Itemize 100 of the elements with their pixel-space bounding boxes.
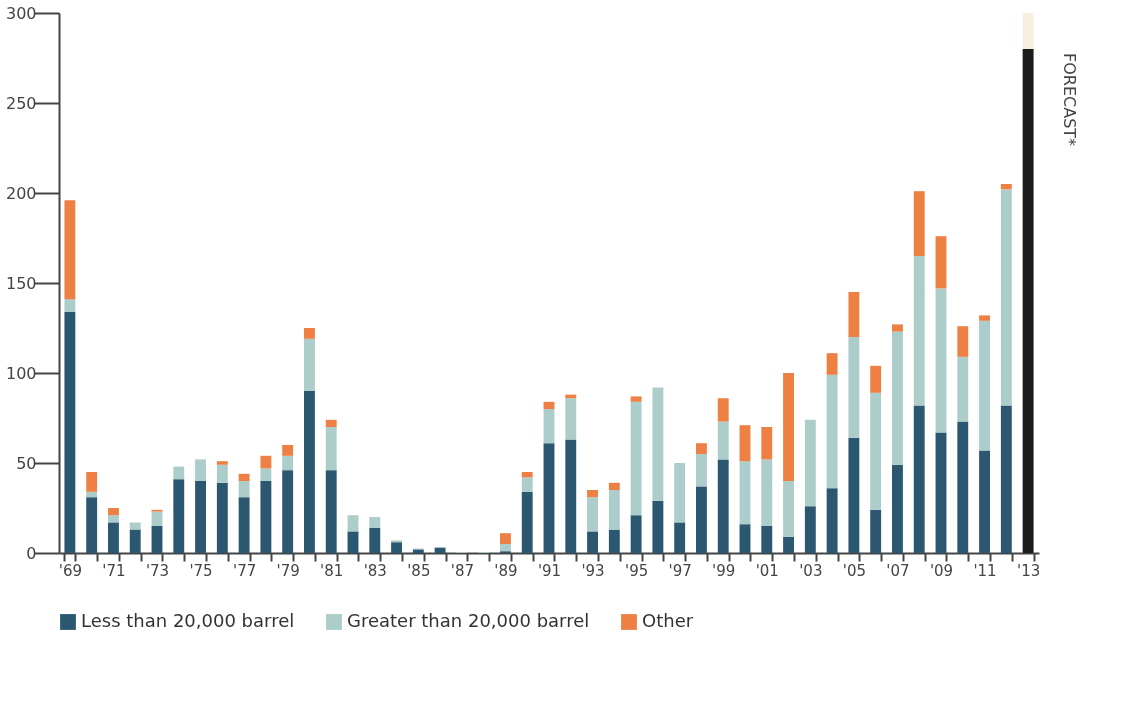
legend-label: Greater than 20,000 barrel: [347, 610, 590, 631]
bar: [652, 387, 664, 501]
bar: [892, 464, 903, 553]
bar: [783, 373, 794, 481]
band-label: FORECAST*: [1060, 53, 1079, 147]
bar: [587, 490, 598, 498]
bar: [1000, 189, 1012, 406]
bar: [761, 526, 773, 553]
x-tick-label: '99: [712, 561, 736, 580]
bar: [957, 421, 969, 553]
bar: [913, 191, 925, 256]
bar: [717, 421, 729, 460]
bar: [783, 536, 794, 553]
bar: [935, 236, 947, 289]
bar: [347, 515, 359, 532]
x-tick-label: '01: [755, 561, 779, 580]
x-tick-label: '03: [799, 561, 823, 580]
bar: [848, 337, 860, 438]
bar: [347, 531, 359, 553]
x-tick-label: '71: [102, 561, 126, 580]
bar: [282, 470, 294, 553]
bar: [521, 472, 533, 478]
bar: [935, 288, 947, 433]
bar: [630, 401, 642, 516]
bar: [86, 472, 98, 492]
bar: [108, 515, 119, 523]
bar: [979, 315, 990, 321]
bar: [282, 455, 294, 471]
bar: [173, 479, 185, 553]
bar: [434, 547, 446, 553]
bar: [608, 529, 620, 553]
bar: [86, 491, 98, 498]
bar: [587, 531, 598, 553]
bar: [325, 470, 337, 553]
bar: [957, 326, 969, 357]
bar: [216, 461, 228, 465]
legend-label: Less than 20,000 barrel: [81, 610, 295, 631]
bar: [804, 506, 816, 553]
bar: [64, 200, 76, 300]
bar: [391, 542, 402, 553]
bar: [260, 468, 272, 481]
bar: [173, 466, 185, 480]
bar: [696, 443, 707, 454]
bar: [543, 443, 555, 553]
bar: [369, 517, 381, 528]
x-tick-label: '87: [450, 561, 474, 580]
bar: [826, 353, 838, 375]
bar: [304, 391, 315, 553]
x-tick-label: '75: [189, 561, 213, 580]
x-tick-label: '85: [407, 561, 431, 580]
x-tick-label: '83: [363, 561, 387, 580]
bar: [848, 292, 860, 337]
bar: [630, 396, 642, 402]
bar: [674, 463, 686, 523]
y-tick-label: 200: [5, 183, 37, 203]
bar: [913, 405, 925, 553]
bar: [325, 419, 337, 427]
bar: [696, 486, 707, 553]
bar: [783, 481, 794, 537]
y-tick-label: 0: [26, 543, 37, 563]
bar: [238, 473, 250, 481]
bar: [195, 481, 206, 553]
x-tick-label: '79: [276, 561, 300, 580]
bar: [674, 522, 686, 553]
bar: [129, 529, 141, 553]
bar: [151, 526, 163, 553]
y-tick-label: 50: [16, 453, 37, 473]
bar: [892, 324, 903, 332]
bar: [195, 459, 206, 481]
bar: [804, 419, 816, 507]
bar: [304, 328, 315, 339]
bar: [260, 481, 272, 553]
bar: [216, 464, 228, 483]
bar: [979, 450, 990, 553]
bar: [826, 488, 838, 553]
bar: [64, 311, 76, 553]
bar: [1000, 405, 1012, 553]
y-tick-label: 150: [5, 273, 37, 293]
y-tick-label: 250: [5, 93, 37, 113]
bar: [587, 497, 598, 532]
bar: [521, 477, 533, 492]
x-tick-label: '97: [668, 561, 692, 580]
bar: [979, 320, 990, 451]
bar: [282, 445, 294, 456]
bar: [608, 490, 620, 530]
bar: [630, 515, 642, 553]
y-tick-label: 300: [5, 3, 37, 23]
x-tick-label: '81: [320, 561, 344, 580]
x-tick-label: '05: [842, 561, 866, 580]
bar: [325, 427, 337, 471]
x-tick-label: '07: [886, 561, 910, 580]
bar: [129, 522, 141, 530]
x-tick-label: '91: [537, 561, 562, 580]
bar: [216, 482, 228, 553]
bar: [652, 500, 664, 553]
bar: [935, 432, 947, 553]
bar: [64, 299, 76, 312]
bar: [304, 338, 315, 391]
bar: [892, 331, 903, 465]
bar: [870, 392, 882, 510]
